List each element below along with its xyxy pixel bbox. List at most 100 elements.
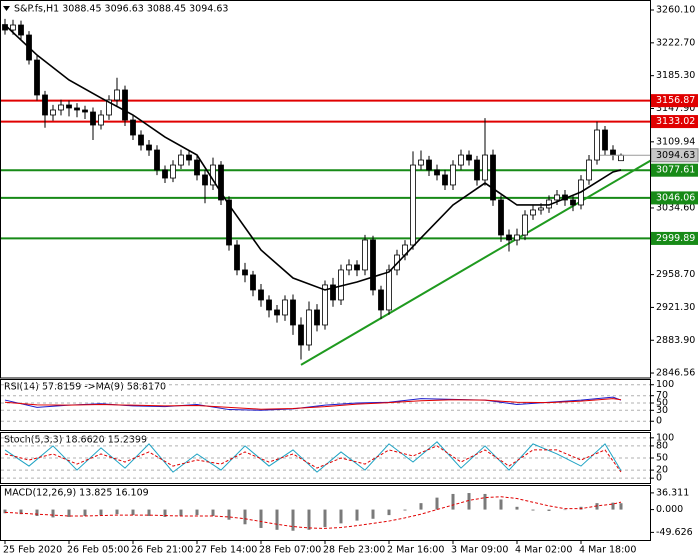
level-label-box [651, 163, 698, 177]
candle-body [418, 159, 424, 166]
x-tick-label: 4 Mar 18:00 [579, 545, 636, 556]
macd-bar [563, 509, 567, 511]
candle-body [538, 207, 544, 211]
candle-body [618, 154, 624, 162]
candle-body [474, 159, 480, 181]
candle-body [194, 159, 200, 176]
y-tick-label: 2883.90 [656, 335, 695, 346]
indicator-title: Stoch(5,3,3) 18.6620 15.2399 [4, 435, 147, 446]
macd-bar [619, 503, 623, 510]
macd-bar [499, 499, 503, 510]
candle-body [258, 289, 264, 301]
level-label-box [651, 231, 698, 245]
chart-title: S&P.fs,H1 3088.45 3096.63 3088.45 3094.6… [14, 4, 228, 15]
macd-bar [419, 503, 423, 510]
macd-bar [387, 509, 391, 516]
macd-bar [307, 509, 311, 530]
macd-bar [339, 509, 343, 524]
macd-bar [467, 493, 471, 510]
candle-body [130, 119, 136, 136]
y-tick-label: 0 [656, 416, 662, 427]
level-label: 3077.61 [656, 165, 695, 176]
stoch-frame [0, 432, 651, 484]
level-label-box [651, 115, 698, 129]
candle-body [426, 159, 432, 171]
candle-body [330, 284, 336, 301]
macd-bar [515, 506, 519, 510]
candle-body [386, 269, 392, 311]
y-tick-label: 30 [656, 405, 668, 416]
y-tick-label: 0 [656, 473, 662, 484]
x-tick-label: 27 Feb 14:00 [195, 545, 257, 556]
macd-bar [243, 509, 247, 525]
y-tick-label: 80 [656, 440, 668, 451]
candle-body [490, 154, 496, 201]
candle-body [218, 164, 224, 201]
y-tick-label: 3109.94 [656, 136, 695, 147]
macd-bar [131, 509, 135, 516]
candle-body [354, 264, 360, 271]
y-tick-label: 0.000 [656, 504, 683, 515]
y-tick-label: 3034.60 [656, 202, 695, 213]
macd-bar [147, 509, 151, 517]
y-tick-label: 100 [656, 379, 674, 390]
candle-body [498, 199, 504, 236]
candle-body [266, 299, 272, 311]
candle-body [74, 107, 80, 111]
main-frame [0, 0, 651, 379]
candle-body [466, 154, 472, 161]
candle-body [442, 174, 448, 186]
candle-body [138, 134, 144, 146]
candle-body [18, 24, 24, 36]
candle-body [34, 59, 40, 96]
candle-body [506, 234, 512, 241]
overlay: S&P.fs,H1 3088.45 3096.63 3088.45 3094.6… [1, 4, 699, 556]
macd-bar [179, 509, 183, 517]
x-tick-label: 2 Mar 16:00 [387, 545, 444, 556]
macd-bar [355, 509, 359, 521]
candle-body [242, 269, 248, 276]
candle-body [170, 164, 176, 179]
macd-bar [83, 509, 87, 517]
candle-body [82, 109, 88, 113]
candle-body [322, 284, 328, 326]
y-tick-label: 2846.56 [656, 368, 695, 379]
candle-body [50, 109, 56, 116]
candle-body [522, 214, 528, 236]
indicator-title: RSI(14) 57.8159 ->MA(9) 58.8170 [4, 382, 166, 393]
macd-bar [531, 509, 535, 511]
candle-body [162, 169, 168, 179]
macd-bar [259, 509, 263, 528]
candle-body [370, 239, 376, 291]
candle-body [514, 234, 520, 241]
candle-body [178, 154, 184, 166]
y-tick-label: -49.626 [656, 527, 693, 538]
candle-body [434, 169, 440, 176]
candle-body [458, 154, 464, 166]
candle-body [250, 274, 256, 291]
candle-body [58, 104, 64, 111]
y-tick-label: 36.311 [656, 487, 689, 498]
macd-signal [4, 496, 622, 529]
y-tick-label: 3222.70 [656, 37, 695, 48]
y-tick-label: 3147.90 [656, 103, 695, 114]
macd-bar [67, 509, 71, 517]
candle-body [90, 111, 96, 126]
x-tick-label: 26 Feb 21:00 [131, 545, 193, 556]
y-tick-label: 50 [656, 453, 668, 464]
candle-body [98, 114, 104, 126]
macd-bar [19, 509, 23, 515]
rsi-frame [0, 379, 651, 431]
candle-body [570, 199, 576, 206]
level-label: 3156.87 [656, 95, 695, 106]
macd-bar [115, 509, 119, 515]
candle-body [66, 104, 72, 109]
macd-bar [547, 509, 551, 511]
x-tick-label: 26 Feb 05:00 [67, 545, 129, 556]
y-tick-label: 100 [656, 432, 674, 443]
macd-frame [0, 485, 651, 541]
candle-body [450, 164, 456, 186]
x-tick-label: 25 Feb 2020 [3, 545, 62, 556]
macd-bar [3, 509, 7, 514]
